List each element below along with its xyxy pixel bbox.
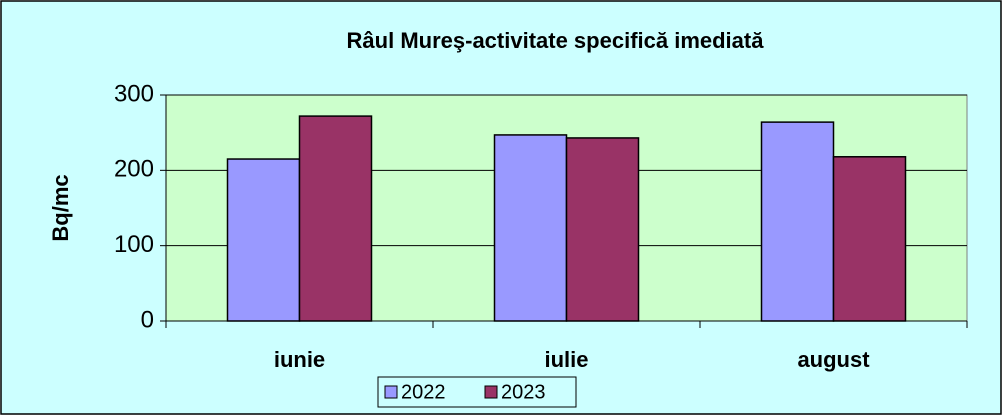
legend-label: 2022 xyxy=(401,381,446,403)
x-tick-label: iulie xyxy=(544,347,588,372)
y-tick-label: 0 xyxy=(141,306,154,333)
bar xyxy=(760,121,835,322)
bar xyxy=(565,137,640,322)
y-tick-label: 300 xyxy=(114,80,154,107)
bar xyxy=(298,115,373,322)
x-tick-label: august xyxy=(797,347,870,372)
legend-box xyxy=(377,376,577,408)
chart-title: Râul Mureş-activitate specifică imediată xyxy=(347,28,765,53)
bar xyxy=(493,134,568,322)
bar xyxy=(832,156,907,322)
legend-swatch xyxy=(384,385,398,399)
y-tick-label: 100 xyxy=(114,231,154,258)
x-tick-label: iunie xyxy=(274,347,325,372)
bar xyxy=(226,158,301,322)
y-axis-label: Bq/mc xyxy=(48,174,73,241)
legend-label: 2023 xyxy=(501,381,546,403)
legend-swatch xyxy=(484,385,498,399)
y-tick-label: 200 xyxy=(114,156,154,183)
